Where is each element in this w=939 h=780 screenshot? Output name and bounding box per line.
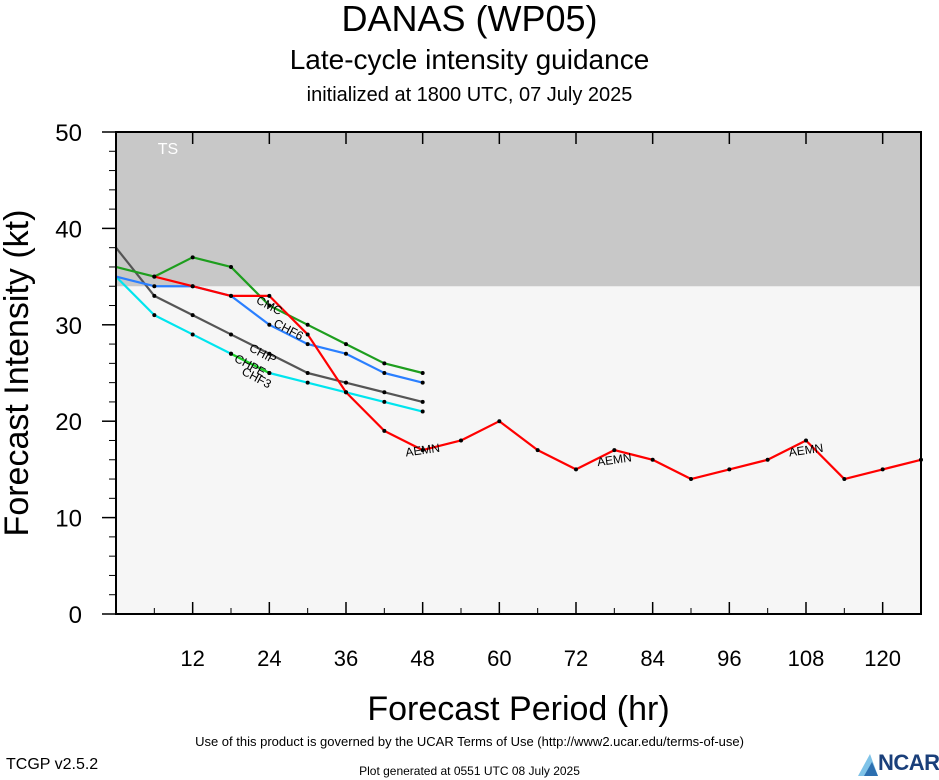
data-point (689, 477, 693, 482)
data-point (305, 380, 310, 385)
series-label: AEMN (596, 450, 632, 469)
ncar-logo: NCAR (856, 750, 939, 778)
data-point (229, 332, 233, 337)
data-point (267, 322, 272, 327)
series-label: AEMN (405, 441, 441, 460)
y-axis-label: Forecast Intensity (kt) (0, 210, 36, 537)
series-label: AEMN (788, 441, 824, 460)
axes: 12 24 36 48 60 72 84 96 108 120 0 10 20 30 40 50 (55, 120, 901, 671)
data-point (420, 448, 425, 453)
y-tick-label: 30 (55, 313, 82, 340)
chart-subtitle: Late-cycle intensity guidance (289, 44, 650, 75)
data-point (267, 351, 272, 356)
x-tick-label: 96 (717, 646, 741, 671)
data-point (612, 448, 617, 453)
generated-time: Plot generated at 0551 UTC 08 July 2025 (359, 764, 580, 778)
data-point (765, 457, 770, 462)
data-point (152, 284, 157, 289)
x-tick-label: 120 (864, 646, 901, 671)
data-point (842, 477, 847, 482)
x-tick-label: 12 (180, 646, 204, 671)
band-ts (116, 132, 921, 287)
data-point (344, 380, 348, 385)
data-point (574, 467, 578, 472)
data-point (190, 255, 195, 260)
data-point (420, 380, 425, 385)
series-points (152, 255, 923, 482)
band-label: TS (158, 141, 178, 158)
data-point (459, 438, 463, 443)
x-axis-label: Forecast Period (hr) (367, 690, 669, 728)
data-point (344, 390, 348, 395)
data-point (267, 371, 272, 375)
data-point (190, 284, 195, 289)
x-tick-label: 48 (410, 646, 434, 671)
version-label: TCGP v2.5.2 (6, 756, 99, 773)
data-point (382, 361, 387, 366)
x-tick-label: 60 (487, 646, 511, 671)
data-point (880, 467, 885, 472)
x-tick-label: 84 (640, 646, 664, 671)
data-point (344, 342, 348, 347)
data-point (305, 332, 310, 337)
data-point (382, 390, 387, 395)
x-tick-label: 72 (564, 646, 588, 671)
data-point (190, 313, 195, 318)
data-point (152, 293, 157, 298)
x-tick-label: 36 (334, 646, 358, 671)
data-point (190, 332, 195, 337)
logo-mark-icon (858, 754, 878, 776)
data-point (267, 303, 272, 308)
data-point (305, 342, 310, 347)
x-tick-label: 108 (788, 646, 825, 671)
y-tick-label: 0 (69, 602, 82, 629)
data-point (727, 467, 732, 472)
data-point (229, 293, 233, 298)
data-point (305, 322, 310, 327)
data-point (382, 371, 387, 375)
data-point (267, 293, 272, 298)
data-point (344, 351, 348, 356)
data-point (152, 313, 157, 318)
y-tick-label: 20 (55, 409, 82, 436)
data-point (420, 409, 425, 414)
terms-of-use: Use of this product is governed by the U… (195, 734, 744, 749)
intensity-bands: TS (116, 132, 921, 287)
y-tick-label: 10 (55, 506, 82, 533)
y-tick-label: 50 (55, 120, 82, 147)
data-point (382, 399, 387, 404)
data-point (650, 457, 655, 462)
plot-frame (115, 131, 922, 615)
data-point (804, 438, 808, 443)
y-tick-label: 40 (55, 216, 82, 243)
data-point (420, 371, 425, 375)
series-line-chpe (230, 352, 270, 374)
data-point (305, 371, 310, 375)
data-point (535, 448, 540, 453)
initialization-time: initialized at 1800 UTC, 07 July 2025 (306, 84, 633, 106)
data-point (497, 419, 502, 424)
data-point (229, 264, 233, 269)
data-point (229, 351, 233, 356)
data-point (382, 428, 387, 433)
chart-title: DANAS (WP05) (341, 0, 598, 39)
data-point (420, 399, 425, 404)
data-point (152, 274, 157, 279)
logo-text: NCAR (878, 750, 939, 775)
x-tick-label: 24 (257, 646, 281, 671)
